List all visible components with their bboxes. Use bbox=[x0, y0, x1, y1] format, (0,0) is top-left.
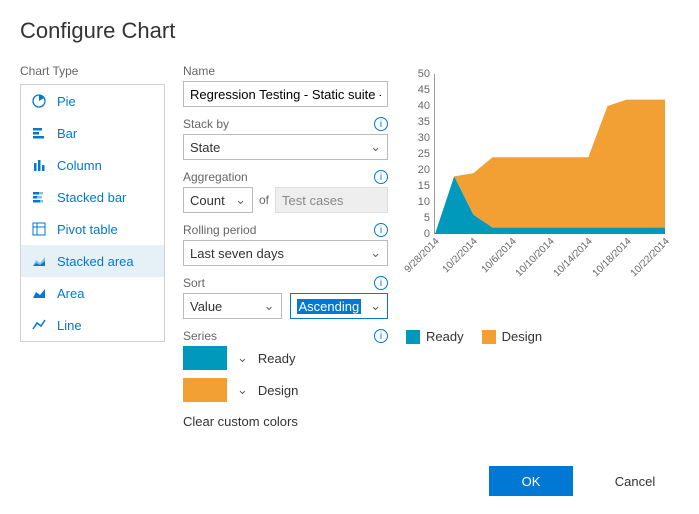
y-tick: 30 bbox=[418, 132, 430, 144]
y-tick: 20 bbox=[418, 164, 430, 176]
info-icon[interactable]: i bbox=[374, 276, 388, 290]
legend-item: Design bbox=[482, 329, 542, 344]
stackby-label: Stack by bbox=[183, 117, 229, 131]
y-tick: 50 bbox=[418, 68, 430, 80]
series-label: Series bbox=[183, 329, 217, 343]
y-tick: 40 bbox=[418, 100, 430, 112]
series-color-swatch[interactable] bbox=[183, 346, 227, 370]
series-name: Design bbox=[258, 383, 298, 398]
sort-label: Sort bbox=[183, 276, 205, 290]
chevron-down-icon: ⌄ bbox=[370, 298, 381, 314]
ok-button[interactable]: OK bbox=[489, 466, 573, 496]
info-icon[interactable]: i bbox=[374, 329, 388, 343]
bar-icon bbox=[31, 125, 47, 141]
info-icon[interactable]: i bbox=[374, 170, 388, 184]
y-tick: 45 bbox=[418, 84, 430, 96]
legend-swatch bbox=[482, 330, 496, 344]
chart-type-label: Bar bbox=[57, 126, 77, 141]
y-tick: 25 bbox=[418, 148, 430, 160]
line-icon bbox=[31, 317, 47, 333]
dialog-title: Configure Chart bbox=[20, 18, 679, 44]
stackedarea-icon bbox=[31, 253, 47, 269]
name-input[interactable] bbox=[183, 81, 388, 107]
aggregation-label: Aggregation bbox=[183, 170, 248, 184]
legend-label: Design bbox=[502, 329, 542, 344]
y-tick: 15 bbox=[418, 180, 430, 192]
pivot-icon bbox=[31, 221, 47, 237]
aggregation-value: Count bbox=[190, 193, 225, 208]
x-tick: 10/10/2014 bbox=[514, 236, 557, 279]
x-tick: 10/22/2014 bbox=[629, 236, 672, 279]
chart-type-area[interactable]: Area bbox=[21, 277, 164, 309]
area-icon bbox=[31, 285, 47, 301]
chart-type-pie[interactable]: Pie bbox=[21, 85, 164, 117]
info-icon[interactable]: i bbox=[374, 223, 388, 237]
chart-type-column[interactable]: Column bbox=[21, 149, 164, 181]
y-tick: 0 bbox=[424, 228, 430, 240]
series-row: ⌄ Design bbox=[183, 378, 388, 402]
y-tick: 35 bbox=[418, 116, 430, 128]
chevron-down-icon: ⌄ bbox=[235, 192, 246, 208]
sort-direction-value: Ascending bbox=[297, 299, 362, 314]
x-tick: 9/28/2014 bbox=[403, 236, 442, 275]
legend-label: Ready bbox=[426, 329, 464, 344]
chart-type-pivot[interactable]: Pivot table bbox=[21, 213, 164, 245]
column-icon bbox=[31, 157, 47, 173]
chart-type-line[interactable]: Line bbox=[21, 309, 164, 341]
sort-direction-select[interactable]: Ascending ⌄ bbox=[290, 293, 389, 319]
stackedbar-icon bbox=[31, 189, 47, 205]
chart-preview: 05101520253035404550 9/28/201410/2/20141… bbox=[406, 74, 676, 274]
series-name: Ready bbox=[258, 351, 296, 366]
chevron-down-icon[interactable]: ⌄ bbox=[237, 382, 248, 398]
rolling-label: Rolling period bbox=[183, 223, 256, 237]
aggregation-target: Test cases bbox=[275, 187, 388, 213]
chart-legend: Ready Design bbox=[406, 329, 679, 344]
chart-type-label: Pie bbox=[57, 94, 76, 109]
info-icon[interactable]: i bbox=[374, 117, 388, 131]
chart-type-label: Pivot table bbox=[57, 222, 118, 237]
chart-type-label: Column bbox=[57, 158, 102, 173]
chart-type-stackedarea[interactable]: Stacked area bbox=[21, 245, 164, 277]
y-tick: 5 bbox=[424, 212, 430, 224]
chevron-down-icon: ⌄ bbox=[370, 139, 381, 155]
stackby-value: State bbox=[190, 140, 220, 155]
aggregation-of-label: of bbox=[259, 193, 269, 207]
chart-type-bar[interactable]: Bar bbox=[21, 117, 164, 149]
legend-item: Ready bbox=[406, 329, 464, 344]
chevron-down-icon: ⌄ bbox=[370, 245, 381, 261]
chart-type-label: Area bbox=[57, 286, 84, 301]
sort-field-value: Value bbox=[190, 299, 222, 314]
clear-colors-link[interactable]: Clear custom colors bbox=[183, 414, 298, 429]
x-tick: 10/18/2014 bbox=[590, 236, 633, 279]
series-row: ⌄ Ready bbox=[183, 346, 388, 370]
y-tick: 10 bbox=[418, 196, 430, 208]
chart-type-stackedbar[interactable]: Stacked bar bbox=[21, 181, 164, 213]
rolling-select[interactable]: Last seven days ⌄ bbox=[183, 240, 388, 266]
sort-field-select[interactable]: Value ⌄ bbox=[183, 293, 282, 319]
series-color-swatch[interactable] bbox=[183, 378, 227, 402]
chart-type-label: Stacked area bbox=[57, 254, 134, 269]
legend-swatch bbox=[406, 330, 420, 344]
chart-type-label: Stacked bar bbox=[57, 190, 126, 205]
aggregation-select[interactable]: Count ⌄ bbox=[183, 187, 253, 213]
x-tick: 10/6/2014 bbox=[479, 236, 518, 275]
stackby-select[interactable]: State ⌄ bbox=[183, 134, 388, 160]
pie-icon bbox=[31, 93, 47, 109]
chart-type-list: Pie Bar Column Stacked bar Pivot table Stacke… bbox=[20, 84, 165, 342]
chart-type-label: Line bbox=[57, 318, 82, 333]
chevron-down-icon: ⌄ bbox=[264, 298, 275, 314]
x-tick: 10/2/2014 bbox=[441, 236, 480, 275]
cancel-button[interactable]: Cancel bbox=[593, 466, 677, 496]
chart-type-label: Chart Type bbox=[20, 64, 165, 78]
name-label: Name bbox=[183, 64, 215, 78]
chevron-down-icon[interactable]: ⌄ bbox=[237, 350, 248, 366]
x-tick: 10/14/2014 bbox=[552, 236, 595, 279]
rolling-value: Last seven days bbox=[190, 246, 284, 261]
